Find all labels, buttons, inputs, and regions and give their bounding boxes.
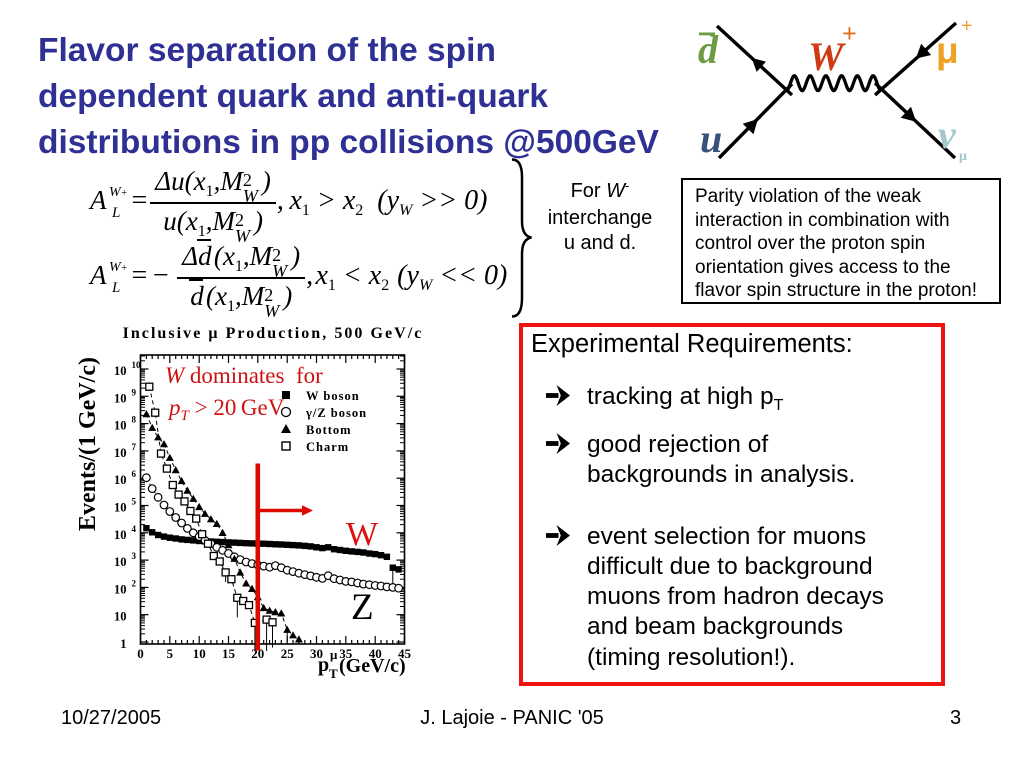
svg-text:p: p [318,654,329,676]
svg-text:pT > 20 GeV: pT > 20 GeV [167,395,285,424]
svg-text:15: 15 [222,646,236,661]
svg-text:u: u [700,116,722,161]
svg-text:7: 7 [132,442,137,452]
svg-text:6: 6 [132,469,137,479]
svg-text:10: 10 [114,528,127,542]
svg-text:4: 4 [132,524,137,534]
svg-text:W boson: W boson [306,389,360,403]
svg-text:10: 10 [114,364,127,378]
svg-text:40: 40 [369,646,382,661]
svg-text:45: 45 [398,646,412,661]
svg-text:10: 10 [114,610,127,624]
svg-text:10: 10 [114,555,127,569]
svg-text:Charm: Charm [306,440,349,454]
svg-text:2: 2 [132,578,137,588]
svg-text:Events/(1 GeV/c): Events/(1 GeV/c) [75,357,101,531]
svg-text:W dominates for: W dominates for [165,363,323,388]
svg-text:35: 35 [339,646,353,661]
svg-text:9: 9 [132,387,137,397]
svg-text:25: 25 [281,646,295,661]
svg-text:10: 10 [114,419,127,433]
svg-text:γ/Z boson: γ/Z boson [305,406,367,420]
svg-text:10: 10 [114,582,127,596]
svg-text:Inclusive μ Production, 500 Ge: Inclusive μ Production, 500 GeV/c [123,325,424,342]
svg-text:10: 10 [114,501,127,515]
svg-text:+: + [961,15,972,37]
svg-text:μ: μ [959,149,967,164]
svg-text:0: 0 [137,646,144,661]
svg-text:3: 3 [132,551,137,561]
svg-text:μ: μ [936,30,959,71]
svg-text:+: + [842,19,857,48]
svg-text:10: 10 [114,446,127,460]
svg-text:10: 10 [193,646,206,661]
svg-text:1: 1 [120,637,126,651]
svg-text:Z: Z [351,587,374,628]
svg-text:5: 5 [132,497,137,507]
svg-text:W: W [346,516,379,553]
svg-text:10: 10 [114,473,127,487]
svg-text:μ: μ [330,647,338,662]
svg-text:10: 10 [114,391,127,405]
svg-text:5: 5 [167,646,174,661]
svg-text:(GeV/c): (GeV/c) [339,655,406,677]
svg-text:T: T [329,666,338,681]
svg-text:d: d [698,27,719,72]
svg-text:30: 30 [310,646,323,661]
svg-text:10: 10 [132,360,142,370]
svg-text:Bottom: Bottom [306,423,352,437]
svg-text:8: 8 [132,415,137,425]
svg-text:ν: ν [938,112,957,157]
svg-text:W: W [808,34,846,79]
